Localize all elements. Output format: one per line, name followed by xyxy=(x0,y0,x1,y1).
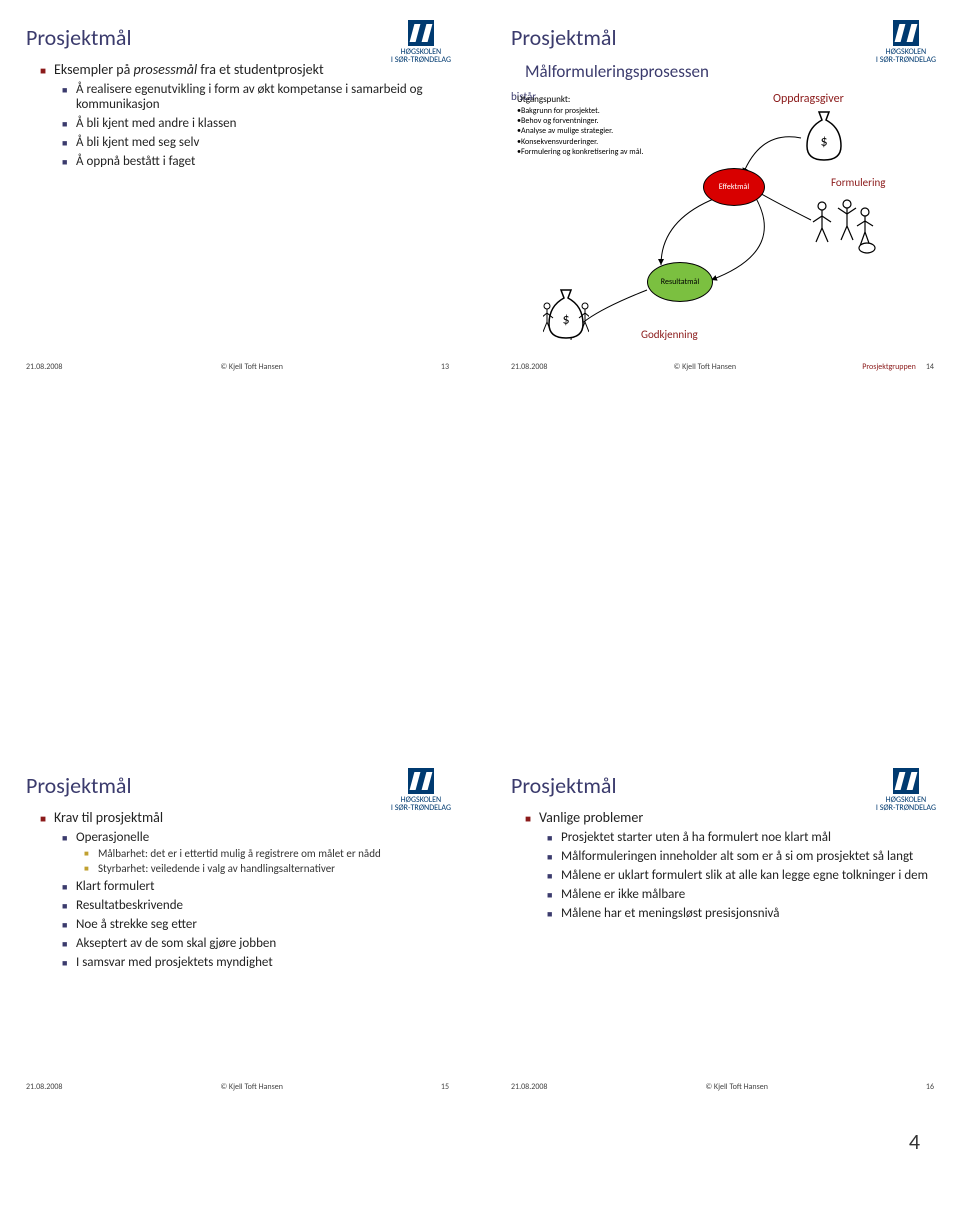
slide-grid: HØGSKOLEN I SØR-TRØNDELAG Prosjektmål Ek… xyxy=(10,10,950,1098)
svg-text:$: $ xyxy=(562,311,569,328)
footer-date: 21.08.2008 xyxy=(511,1082,547,1092)
footer-author: © Kjell Toft Hansen xyxy=(705,1082,768,1092)
page-number: 4 xyxy=(10,1098,950,1165)
slide-footer: 21.08.2008 © Kjell Toft Hansen 16 xyxy=(511,1082,934,1092)
slide-13: HØGSKOLEN I SØR-TRØNDELAG Prosjektmål Ek… xyxy=(10,10,465,378)
label-prosjektgruppen: Prosjektgruppen xyxy=(862,362,916,372)
list-item: Målformuleringen inneholder alt som er å… xyxy=(547,849,934,864)
slide-16: HØGSKOLEN I SØR-TRØNDELAG Prosjektmål Va… xyxy=(495,758,950,1098)
logo-mark xyxy=(408,20,434,46)
footer-date: 21.08.2008 xyxy=(26,362,62,372)
list-item: Målene er ikke målbare xyxy=(547,887,934,902)
slide-title: Prosjektmål xyxy=(26,772,449,799)
spacer xyxy=(10,398,465,738)
logo-mark xyxy=(893,768,919,794)
op-bullet: Operasjonelle Målbarhet: det er i ettert… xyxy=(62,830,449,875)
list-item: I samsvar med prosjektets myndighet xyxy=(62,955,449,970)
list-item: Akseptert av de som skal gjøre jobben xyxy=(62,936,449,951)
logo: HØGSKOLEN I SØR-TRØNDELAG xyxy=(391,20,451,64)
list-item: Å bli kjent med andre i klassen xyxy=(62,116,449,131)
effektmal-node: Effektmål xyxy=(703,168,765,206)
footer-author: © Kjell Toft Hansen xyxy=(674,362,737,372)
list-item: Målene er uklart formulert slik at alle … xyxy=(547,868,934,883)
process-diagram: Utgangspunkt: •Bakgrunn for prosjektet.•… xyxy=(511,90,934,350)
money-bag-icon-bottom: $ xyxy=(543,286,589,342)
slide-15: HØGSKOLEN I SØR-TRØNDELAG Prosjektmål Kr… xyxy=(10,758,465,1098)
logo: HØGSKOLEN I SØR-TRØNDELAG xyxy=(876,768,936,812)
label-godkjenning: Godkjenning xyxy=(641,328,698,341)
slide-footer: 21.08.2008 © Kjell Toft Hansen 15 xyxy=(26,1082,449,1092)
slide-number: 13 xyxy=(441,362,449,372)
resultatmal-node: Resultatmål xyxy=(647,262,713,302)
heading-bullet: Vanlige problemer Prosjektet starter ute… xyxy=(525,809,934,921)
list-item: Å realisere egenutvikling i form av økt … xyxy=(62,82,449,112)
slide-number: 16 xyxy=(926,1082,934,1092)
intro-bullet: Eksempler på prosessmål fra et studentpr… xyxy=(40,61,449,169)
footer-date: 21.08.2008 xyxy=(511,362,547,372)
list-item: Prosjektet starter uten å ha formulert n… xyxy=(547,830,934,845)
list-item: Målbarhet: det er i ettertid mulig å reg… xyxy=(84,847,449,860)
slide-footer: 21.08.2008 © Kjell Toft Hansen 13 xyxy=(26,362,449,372)
logo-text2: I SØR-TRØNDELAG xyxy=(876,56,936,64)
slide-title: Prosjektmål xyxy=(511,24,934,51)
list-item: Målene har et meningsløst presisjonsnivå xyxy=(547,906,934,921)
footer-date: 21.08.2008 xyxy=(26,1082,62,1092)
slide-number: 14 xyxy=(926,362,934,372)
heading-bullet: Krav til prosjektmål Operasjonelle Målba… xyxy=(40,809,449,970)
logo: HØGSKOLEN I SØR-TRØNDELAG xyxy=(876,20,936,64)
logo-mark xyxy=(408,768,434,794)
slide-14: HØGSKOLEN I SØR-TRØNDELAG Prosjektmål Må… xyxy=(495,10,950,378)
list-item: Noe å strekke seg etter xyxy=(62,917,449,932)
spacer xyxy=(495,398,950,738)
list-item: Resultatbeskrivende xyxy=(62,898,449,913)
footer-author: © Kjell Toft Hansen xyxy=(220,362,283,372)
list-item: Styrbarhet: veiledende i valg av handlin… xyxy=(84,862,449,875)
slide-title: Prosjektmål xyxy=(511,772,934,799)
logo: HØGSKOLEN I SØR-TRØNDELAG xyxy=(391,768,451,812)
list-item: Å bli kjent med seg selv xyxy=(62,135,449,150)
list-item: Klart formulert xyxy=(62,879,449,894)
slide-number: 15 xyxy=(441,1082,449,1092)
slide-subtitle: Målformuleringsprosessen xyxy=(525,61,934,82)
logo-mark xyxy=(893,20,919,46)
footer-author: © Kjell Toft Hansen xyxy=(220,1082,283,1092)
list-item: Å oppnå bestått i faget xyxy=(62,154,449,169)
slide-title: Prosjektmål xyxy=(26,24,449,51)
slide-footer: 21.08.2008 © Kjell Toft Hansen Prosjektg… xyxy=(511,362,934,372)
